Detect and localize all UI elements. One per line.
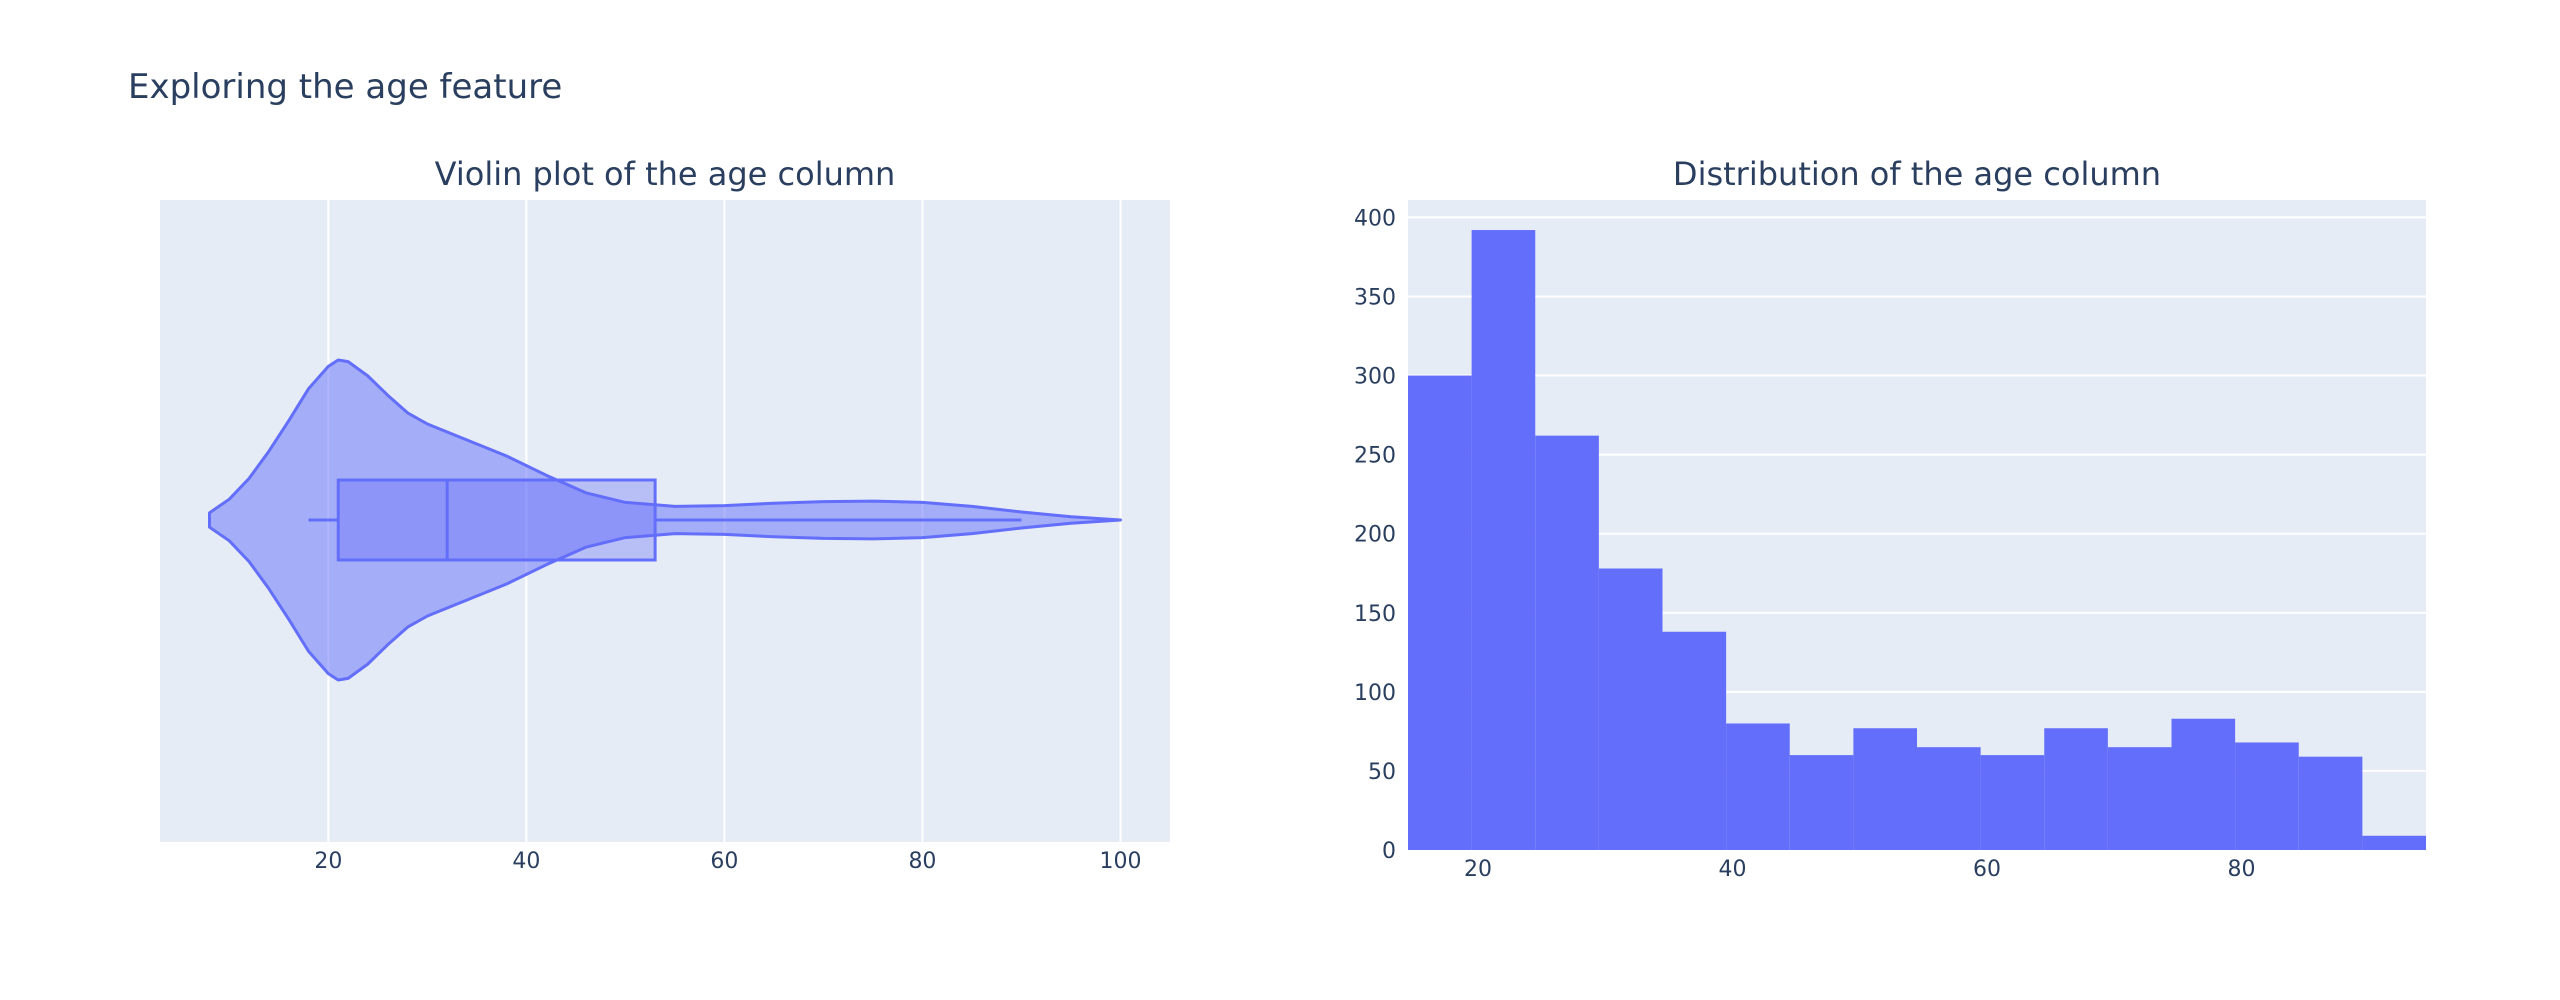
histogram-bar <box>2362 836 2426 850</box>
histogram-bar <box>1472 230 1536 850</box>
violin-chart-title: Violin plot of the age column <box>435 155 896 193</box>
histogram-y-tick-label: 250 <box>1354 444 1396 469</box>
histogram-bar <box>2235 742 2299 850</box>
violin-x-tick-label: 100 <box>1099 849 1141 874</box>
histogram-y-tick-label: 0 <box>1382 839 1396 864</box>
histogram-bar <box>1408 376 1472 850</box>
histogram-bar <box>2044 728 2108 850</box>
histogram-y-tick-label: 300 <box>1354 365 1396 390</box>
histogram-y-ticks: 0 50 100 150 200 250 300 350 400 <box>1354 206 1396 864</box>
histogram-y-tick-label: 50 <box>1368 760 1396 785</box>
histogram-x-tick-label: 20 <box>1464 857 1492 882</box>
violin-chart: 20 40 60 80 100 Violin plot of the age colum… <box>160 155 1170 874</box>
histogram-bar <box>2299 757 2363 850</box>
histogram-y-tick-label: 200 <box>1354 523 1396 548</box>
histogram-x-tick-label: 40 <box>1718 857 1746 882</box>
histogram-bar <box>1599 568 1663 850</box>
histogram-bar <box>1790 755 1854 850</box>
histogram-y-tick-label: 100 <box>1354 681 1396 706</box>
violin-x-tick-label: 80 <box>908 849 936 874</box>
histogram-bar <box>1917 747 1981 850</box>
violin-x-tick-label: 20 <box>314 849 342 874</box>
histogram-chart: 20 40 60 80 0 50 100 150 200 250 300 350 400 Distri… <box>1354 155 2426 882</box>
figure-title: Exploring the age feature <box>128 67 562 107</box>
histogram-bar <box>1981 755 2045 850</box>
histogram-bar <box>1535 436 1599 850</box>
histogram-y-tick-label: 350 <box>1354 285 1396 310</box>
violin-x-tick-label: 40 <box>512 849 540 874</box>
violin-x-tick-label: 60 <box>710 849 738 874</box>
histogram-bar <box>2108 747 2172 850</box>
violin-box-iqr <box>338 480 655 560</box>
histogram-chart-title: Distribution of the age column <box>1673 155 2161 193</box>
histogram-y-tick-label: 400 <box>1354 206 1396 231</box>
violin-x-ticks: 20 40 60 80 100 <box>314 849 1141 874</box>
histogram-bar <box>1663 632 1727 850</box>
histogram-y-tick-label: 150 <box>1354 602 1396 627</box>
histogram-bar <box>1853 728 1917 850</box>
histogram-x-tick-label: 80 <box>2227 857 2255 882</box>
histogram-bar <box>1726 723 1790 850</box>
histogram-x-tick-label: 60 <box>1973 857 2001 882</box>
histogram-bar <box>2172 719 2236 850</box>
histogram-x-ticks: 20 40 60 80 <box>1464 857 2256 882</box>
